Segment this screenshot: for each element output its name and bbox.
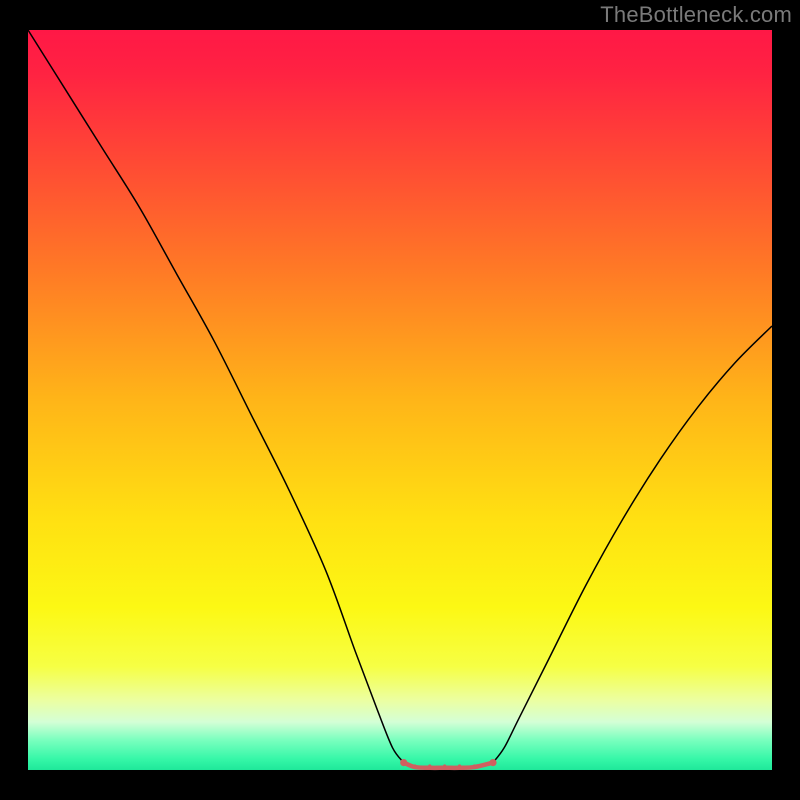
- plot-background: [28, 30, 772, 770]
- curve-marker: [458, 764, 461, 767]
- curve-marker: [489, 759, 496, 766]
- chart-svg: [0, 0, 800, 800]
- chart-frame: TheBottleneck.com: [0, 0, 800, 800]
- watermark-label: TheBottleneck.com: [600, 2, 792, 28]
- curve-marker: [400, 759, 407, 766]
- curve-marker: [413, 764, 416, 767]
- curve-marker: [473, 764, 476, 767]
- curve-marker: [428, 764, 431, 767]
- curve-marker: [443, 764, 446, 767]
